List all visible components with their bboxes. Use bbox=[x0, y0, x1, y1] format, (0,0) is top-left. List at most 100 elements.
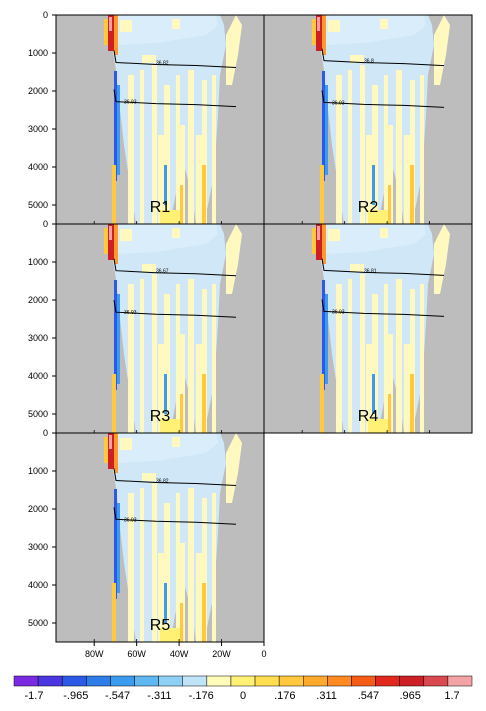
wbc-core-top bbox=[109, 435, 112, 449]
colorbar: -1.7 -.965 -.547 -.311 -.176 0 .176 .311 .547 .96… bbox=[13, 675, 473, 702]
y-tick-label: 0 bbox=[43, 428, 48, 438]
anomaly-stripe bbox=[128, 284, 134, 433]
anomaly-stripe bbox=[366, 135, 374, 224]
wbc-core bbox=[316, 15, 322, 51]
anomaly-stripe bbox=[188, 488, 194, 642]
anomaly-stripe bbox=[164, 503, 170, 642]
deep-orange-column bbox=[388, 394, 391, 433]
wbc-core bbox=[108, 433, 114, 469]
deep-blue-column bbox=[322, 280, 325, 390]
anomaly-stripe bbox=[180, 125, 185, 224]
anomaly-stripe bbox=[158, 553, 166, 642]
y-tick-label: 3000 bbox=[28, 124, 48, 134]
wbc-core bbox=[108, 224, 114, 260]
anomaly-stripe bbox=[372, 294, 378, 433]
colorbar-swatch bbox=[134, 675, 159, 687]
wbc-core-top bbox=[109, 226, 112, 240]
wbc-edge bbox=[312, 19, 316, 45]
contour-line bbox=[321, 90, 445, 108]
anomaly-stripe bbox=[140, 488, 144, 642]
anomaly-stripe bbox=[410, 80, 415, 224]
deep-blue-column bbox=[325, 294, 328, 384]
anomaly-block bbox=[172, 19, 180, 29]
colorbar-swatch bbox=[13, 675, 39, 687]
deep-blue-column bbox=[322, 71, 325, 181]
wbc-core bbox=[316, 224, 322, 260]
colorbar-swatch bbox=[375, 675, 400, 687]
anomaly-stripe bbox=[128, 493, 134, 642]
deep-blue-column bbox=[114, 280, 117, 390]
anomaly-stripe bbox=[176, 284, 180, 433]
deep-blue-column bbox=[117, 294, 120, 384]
x-tick-label: 40W bbox=[170, 649, 189, 659]
anomaly-stripe bbox=[188, 70, 194, 224]
anomaly-block bbox=[160, 419, 180, 433]
x-tick-label: 20W bbox=[212, 649, 231, 659]
y-tick-label: 4000 bbox=[28, 371, 48, 381]
anomaly-stripe bbox=[348, 279, 352, 433]
contour-label: 36.93 bbox=[332, 100, 345, 106]
anomaly-stripe bbox=[164, 294, 170, 433]
deep-orange-column bbox=[180, 603, 183, 642]
anomaly-block bbox=[142, 473, 156, 481]
panel-frame bbox=[263, 223, 473, 434]
wbc-edge bbox=[104, 228, 108, 254]
contour-label: 36.93 bbox=[332, 309, 345, 315]
anomaly-stripe bbox=[396, 70, 402, 224]
deep-orange-column bbox=[112, 583, 116, 642]
anomaly-stripe bbox=[212, 493, 216, 642]
anomaly-block bbox=[368, 419, 388, 433]
anomaly-stripe bbox=[404, 344, 411, 433]
deep-orange-column bbox=[112, 165, 116, 224]
contour-label: 36.93 bbox=[124, 310, 137, 316]
wbc-edge bbox=[104, 437, 108, 463]
colorbar-label: -.965 bbox=[63, 690, 88, 702]
x-tick-label: 60W bbox=[127, 649, 146, 659]
deep-orange-column bbox=[202, 165, 206, 224]
colorbar-label: .176 bbox=[274, 690, 295, 702]
panel-label: R1 bbox=[150, 199, 171, 216]
panel-label: R2 bbox=[358, 199, 379, 216]
y-axis-layer: 0 1000 2000 3000 4000 5000 0 1000 2000 3000 4000 50… bbox=[28, 10, 56, 628]
y-tick-label: 5000 bbox=[28, 409, 48, 419]
anomaly-stripe bbox=[360, 65, 365, 224]
anomaly-stripe bbox=[128, 75, 134, 224]
colorbar-swatch bbox=[327, 675, 352, 687]
panels-layer: 36.82 36.93 R1 36.8 36.93 R2 36.67 36.93 R3 36.81… bbox=[55, 14, 473, 643]
colorbar-swatch bbox=[278, 675, 304, 687]
y-tick-label: 3000 bbox=[28, 333, 48, 343]
eastern-boundary-anomaly bbox=[434, 224, 450, 294]
colorbar-label: -1.7 bbox=[25, 690, 44, 702]
anomaly-stripe bbox=[384, 75, 388, 224]
anomaly-block bbox=[328, 229, 340, 241]
anomaly-stripe bbox=[164, 85, 170, 224]
deep-orange-column bbox=[320, 374, 324, 433]
y-tick-label: 1000 bbox=[28, 48, 48, 58]
anomaly-stripe bbox=[140, 279, 144, 433]
y-tick-label: 2000 bbox=[28, 295, 48, 305]
colorbar-label: .547 bbox=[358, 690, 379, 702]
deep-orange-column bbox=[112, 374, 116, 433]
anomaly-stripe bbox=[196, 344, 203, 433]
contour-label: 36.82 bbox=[156, 61, 169, 67]
colorbar-label: .311 bbox=[316, 690, 337, 702]
eastern-boundary-anomaly bbox=[434, 15, 450, 85]
anomaly-block bbox=[350, 264, 364, 272]
wbc-edge bbox=[104, 19, 108, 45]
colorbar-label: 0 bbox=[240, 690, 246, 702]
panel-frame bbox=[55, 432, 265, 643]
anomaly-stripe bbox=[372, 85, 378, 224]
x-tick-label: 80W bbox=[85, 649, 104, 659]
panel-r3: 36.67 36.93 R3 bbox=[55, 223, 265, 434]
wbc-core bbox=[108, 15, 114, 51]
anomaly-stripe bbox=[196, 135, 203, 224]
upper-water bbox=[110, 433, 218, 463]
deep-orange-column bbox=[180, 185, 183, 224]
y-tick-label: 5000 bbox=[28, 618, 48, 628]
wbc-edge bbox=[312, 228, 316, 254]
anomaly-stripe bbox=[158, 135, 166, 224]
colorbar-label: 1.7 bbox=[444, 690, 459, 702]
y-tick-label: 0 bbox=[43, 219, 48, 229]
contour-line bbox=[321, 48, 445, 67]
anomaly-stripe bbox=[152, 483, 157, 642]
